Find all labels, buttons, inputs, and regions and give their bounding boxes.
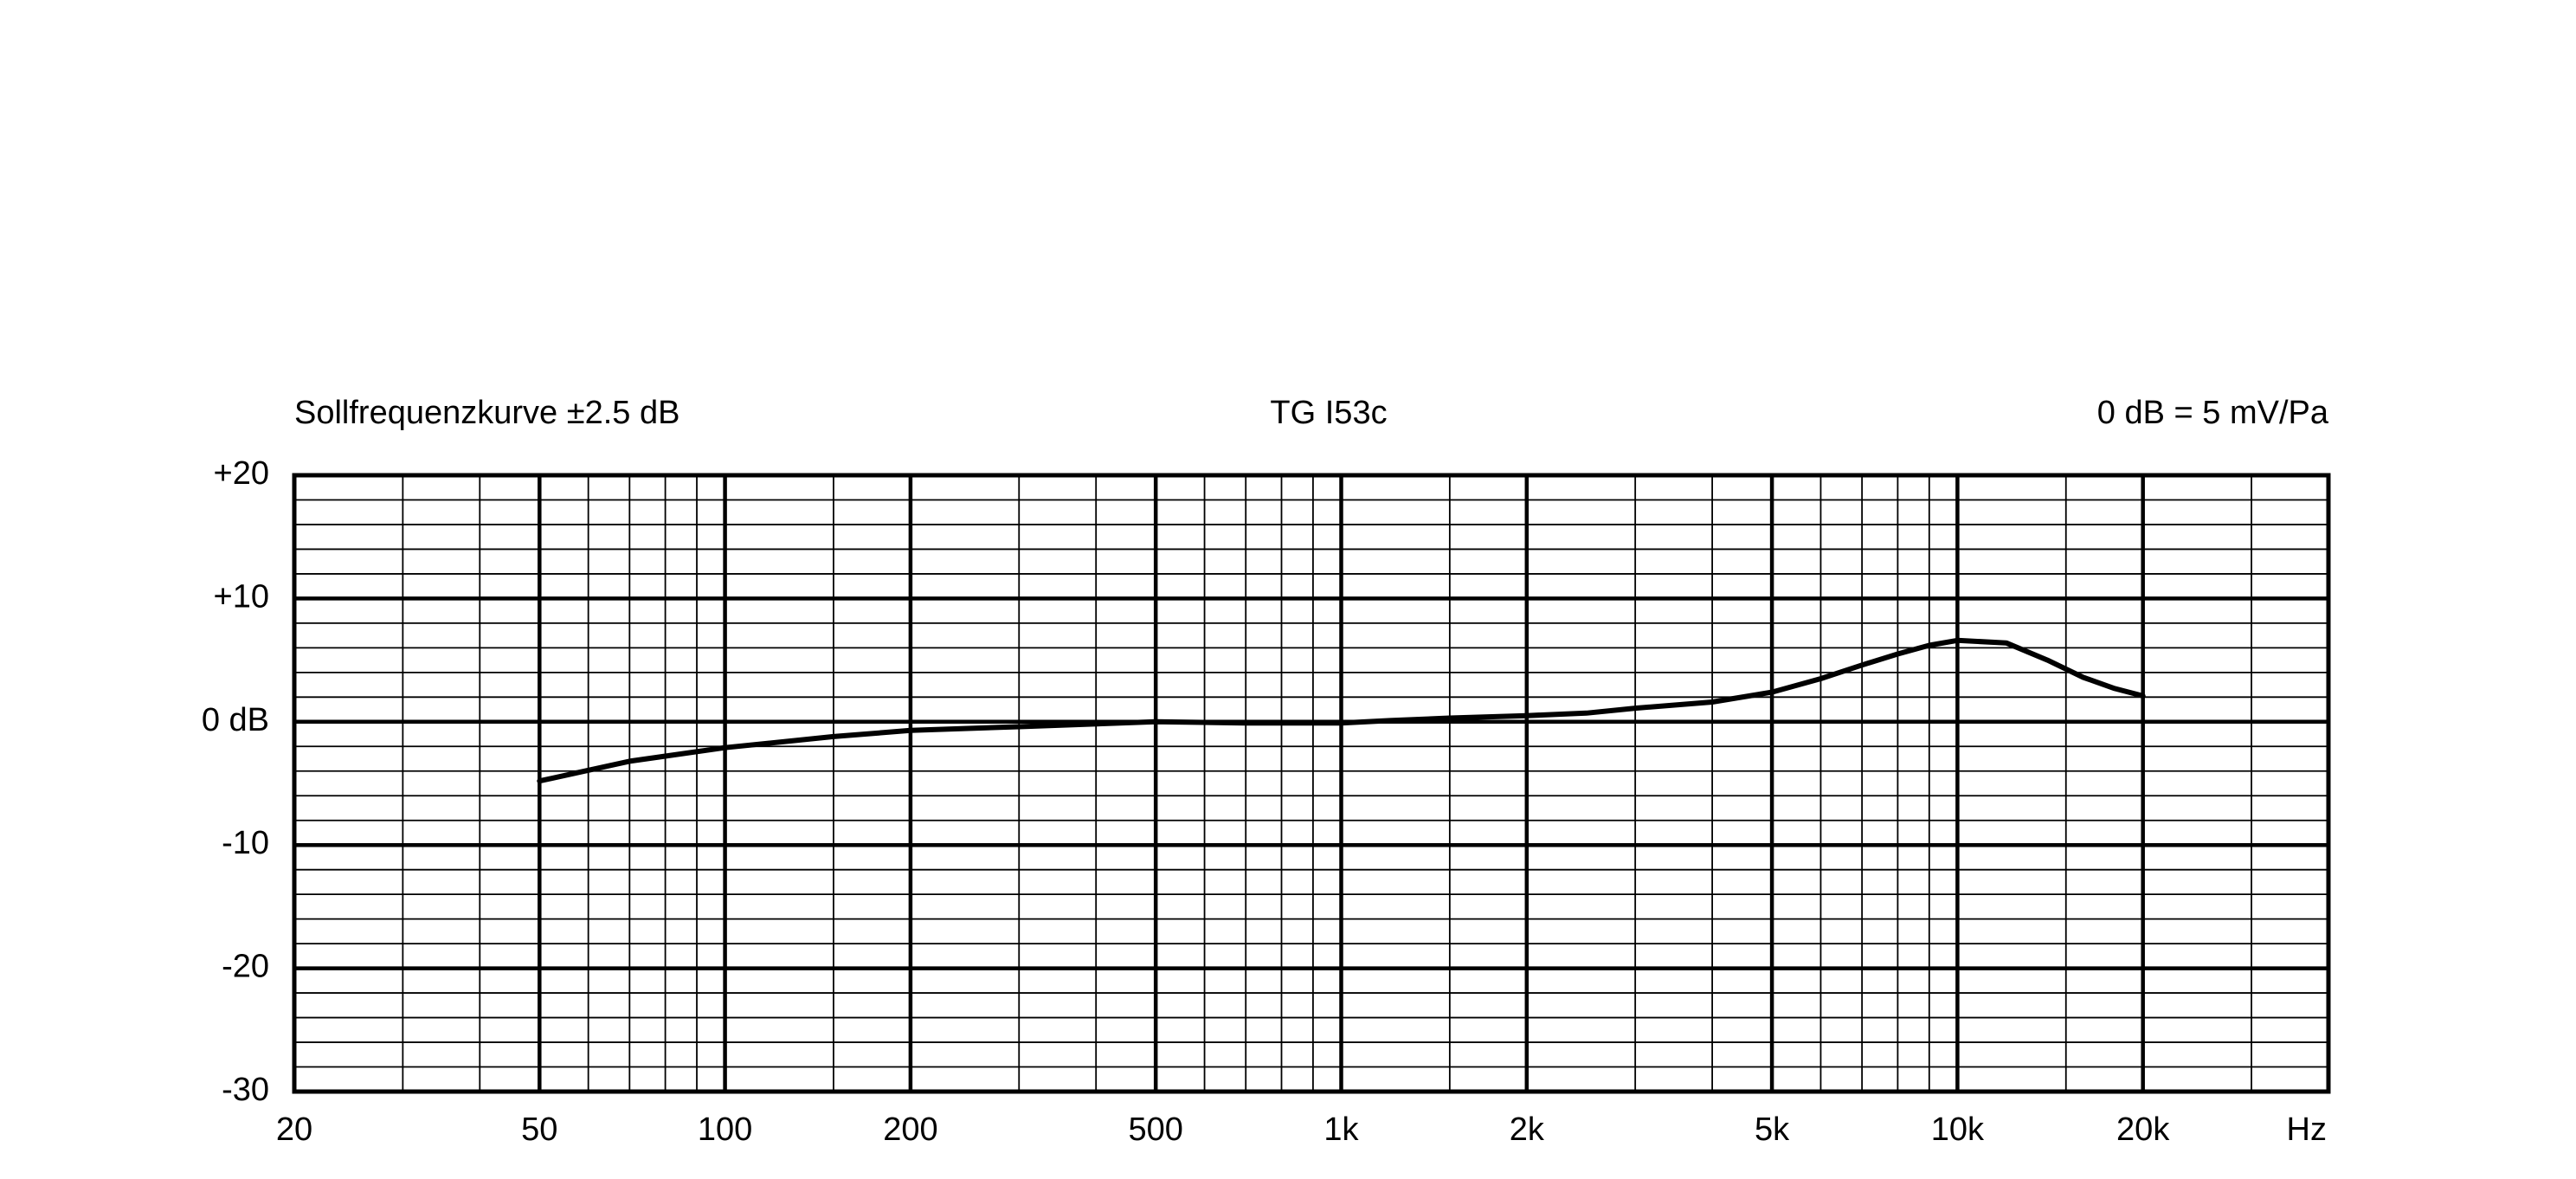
y-tick-label: -30 bbox=[222, 1072, 269, 1108]
x-axis-label: Hz bbox=[2287, 1111, 2327, 1148]
y-tick-label: -20 bbox=[222, 949, 269, 985]
y-tick-label: +10 bbox=[214, 578, 269, 615]
y-tick-label: +20 bbox=[214, 455, 269, 492]
y-tick-label: 0 dB bbox=[202, 702, 269, 738]
x-tick-label: 1k bbox=[1323, 1111, 1359, 1148]
plot-border bbox=[292, 473, 2331, 1094]
right-note: 0 dB = 5 mV/Pa bbox=[2097, 395, 2329, 431]
x-tick-label: 10k bbox=[1931, 1111, 1985, 1148]
y-tick-label: -10 bbox=[222, 825, 269, 861]
x-tick-label: 20 bbox=[276, 1111, 312, 1148]
x-tick-label: 200 bbox=[883, 1111, 937, 1148]
response-curve bbox=[537, 637, 2146, 784]
x-tick-label: 50 bbox=[521, 1111, 557, 1148]
x-tick-label: 2k bbox=[1510, 1111, 1545, 1148]
x-tick-label: 5k bbox=[1755, 1111, 1790, 1148]
chart-title: TG I53c bbox=[1270, 395, 1387, 431]
x-tick-label: 100 bbox=[698, 1111, 752, 1148]
x-tick-label: 20k bbox=[2116, 1111, 2170, 1148]
left-note: Sollfrequenzkurve ±2.5 dB bbox=[294, 395, 679, 431]
x-tick-label: 500 bbox=[1128, 1111, 1182, 1148]
